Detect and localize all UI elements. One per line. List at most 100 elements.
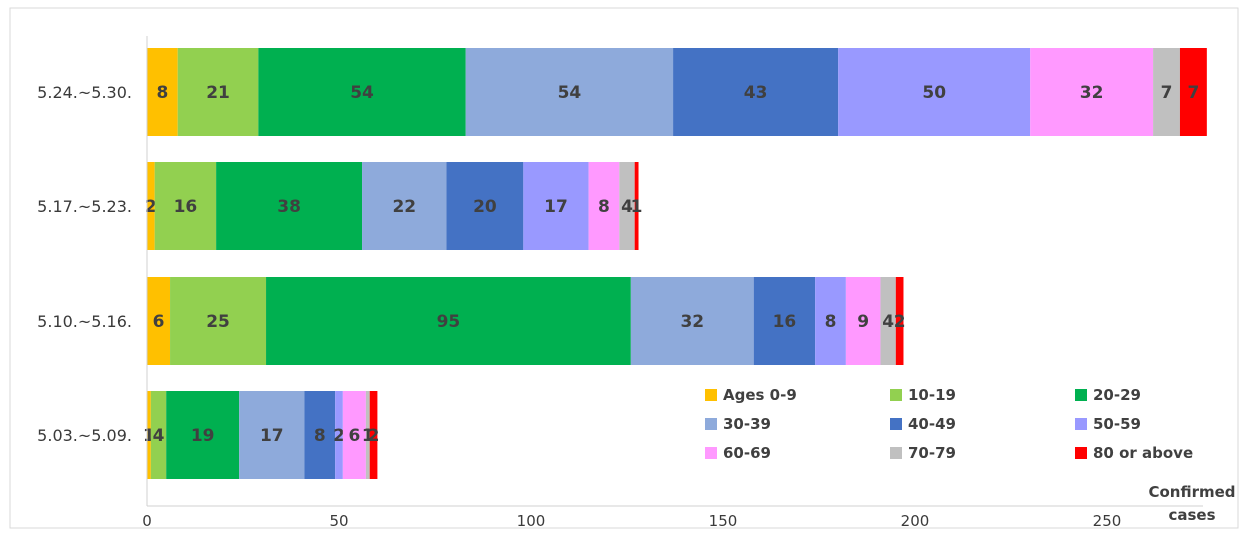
data-label: 8 [314,426,326,446]
bar-segment [838,48,1031,136]
data-label: 2 [145,197,157,217]
data-label: 1 [631,197,643,217]
data-label: 32 [680,312,704,332]
category-label: 5.10.~5.16. [37,312,132,331]
legend-swatch [1075,418,1087,430]
data-label: 32 [1080,83,1104,103]
data-label: 4 [882,312,894,332]
bar-segment [1153,48,1180,136]
category-label: 5.03.~5.09. [37,426,132,445]
x-tick-label: 0 [142,512,152,530]
bar-segment [150,391,167,479]
x-tick-label: 50 [329,512,348,530]
legend-swatch [890,447,902,459]
x-tick-label: 250 [1093,512,1122,530]
data-label: 7 [1187,83,1199,103]
bar-segment [154,162,217,250]
data-label: 4 [153,426,165,446]
bar-segment [815,277,846,365]
bar-segment [588,162,620,250]
bar-segment [673,48,839,136]
data-label: 16 [773,312,797,332]
data-label: 1 [143,426,155,446]
data-label: 19 [191,426,215,446]
x-tick-label: 100 [517,512,546,530]
data-label: 2 [333,426,345,446]
bar-segment [446,162,524,250]
x-tick-label: 150 [709,512,738,530]
bar-segment [147,277,171,365]
data-label: 4 [621,197,633,217]
data-label: 21 [206,83,230,103]
data-label: 54 [558,83,582,103]
bar-segment [304,391,336,479]
bar-segment [239,391,305,479]
bar-segment [895,277,904,365]
bar-segment [216,162,363,250]
legend-label: 30-39 [723,415,771,433]
data-label: 2 [894,312,906,332]
x-tick-label: 200 [901,512,930,530]
bar-segment [365,391,370,479]
category-label: 5.24.~5.30. [37,83,132,102]
bar-segment [166,391,240,479]
legend-label: Ages 0-9 [723,386,797,404]
bar-segment [369,391,378,479]
bar-segment [147,162,155,250]
legend-label: 50-59 [1093,415,1141,433]
bar-segment [634,162,639,250]
data-label: 20 [473,197,497,217]
data-label: 43 [744,83,768,103]
legend-label: 10-19 [908,386,956,404]
data-label: 6 [348,426,360,446]
legend-label: 60-69 [723,444,771,462]
legend-swatch [705,418,717,430]
plot-border [9,7,1239,529]
bar-segment [619,162,635,250]
bar-segment [170,277,267,365]
legend-label: 70-79 [908,444,956,462]
bar-segment [342,391,366,479]
bar-segment [1179,48,1207,136]
bar-segment [465,48,674,136]
data-label: 7 [1161,83,1173,103]
data-label: 17 [260,426,284,446]
bar-segment [177,48,259,136]
x-axis-title: Confirmed cases [1148,483,1235,524]
data-label: 54 [350,83,374,103]
bar-segment [147,391,151,479]
bar-segment [630,277,754,365]
bar-segment [523,162,589,250]
bar-segment [845,277,881,365]
legend-swatch [705,447,717,459]
legend-label: 40-49 [908,415,956,433]
legend-swatch [705,389,717,401]
bar-segment [753,277,816,365]
bar-segment [362,162,447,250]
data-label: 8 [156,83,168,103]
data-label: 2 [368,426,380,446]
data-label: 50 [922,83,946,103]
bar-segment [1030,48,1154,136]
data-label: 6 [153,312,165,332]
category-label: 5.17.~5.23. [37,197,132,216]
data-label: 8 [825,312,837,332]
data-label: 16 [174,197,198,217]
legend-label: 20-29 [1093,386,1141,404]
data-label: 22 [392,197,416,217]
data-label: 9 [857,312,869,332]
bar-segment [258,48,466,136]
data-label: 38 [277,197,301,217]
bar-segment [147,48,178,136]
data-label: 8 [598,197,610,217]
legend-swatch [890,389,902,401]
bar-segment [335,391,343,479]
bar-segment [266,277,631,365]
legend-swatch [890,418,902,430]
data-label: 1 [362,426,374,446]
legend-label: 80 or above [1093,444,1193,462]
legend-swatch [1075,447,1087,459]
data-label: 17 [544,197,568,217]
